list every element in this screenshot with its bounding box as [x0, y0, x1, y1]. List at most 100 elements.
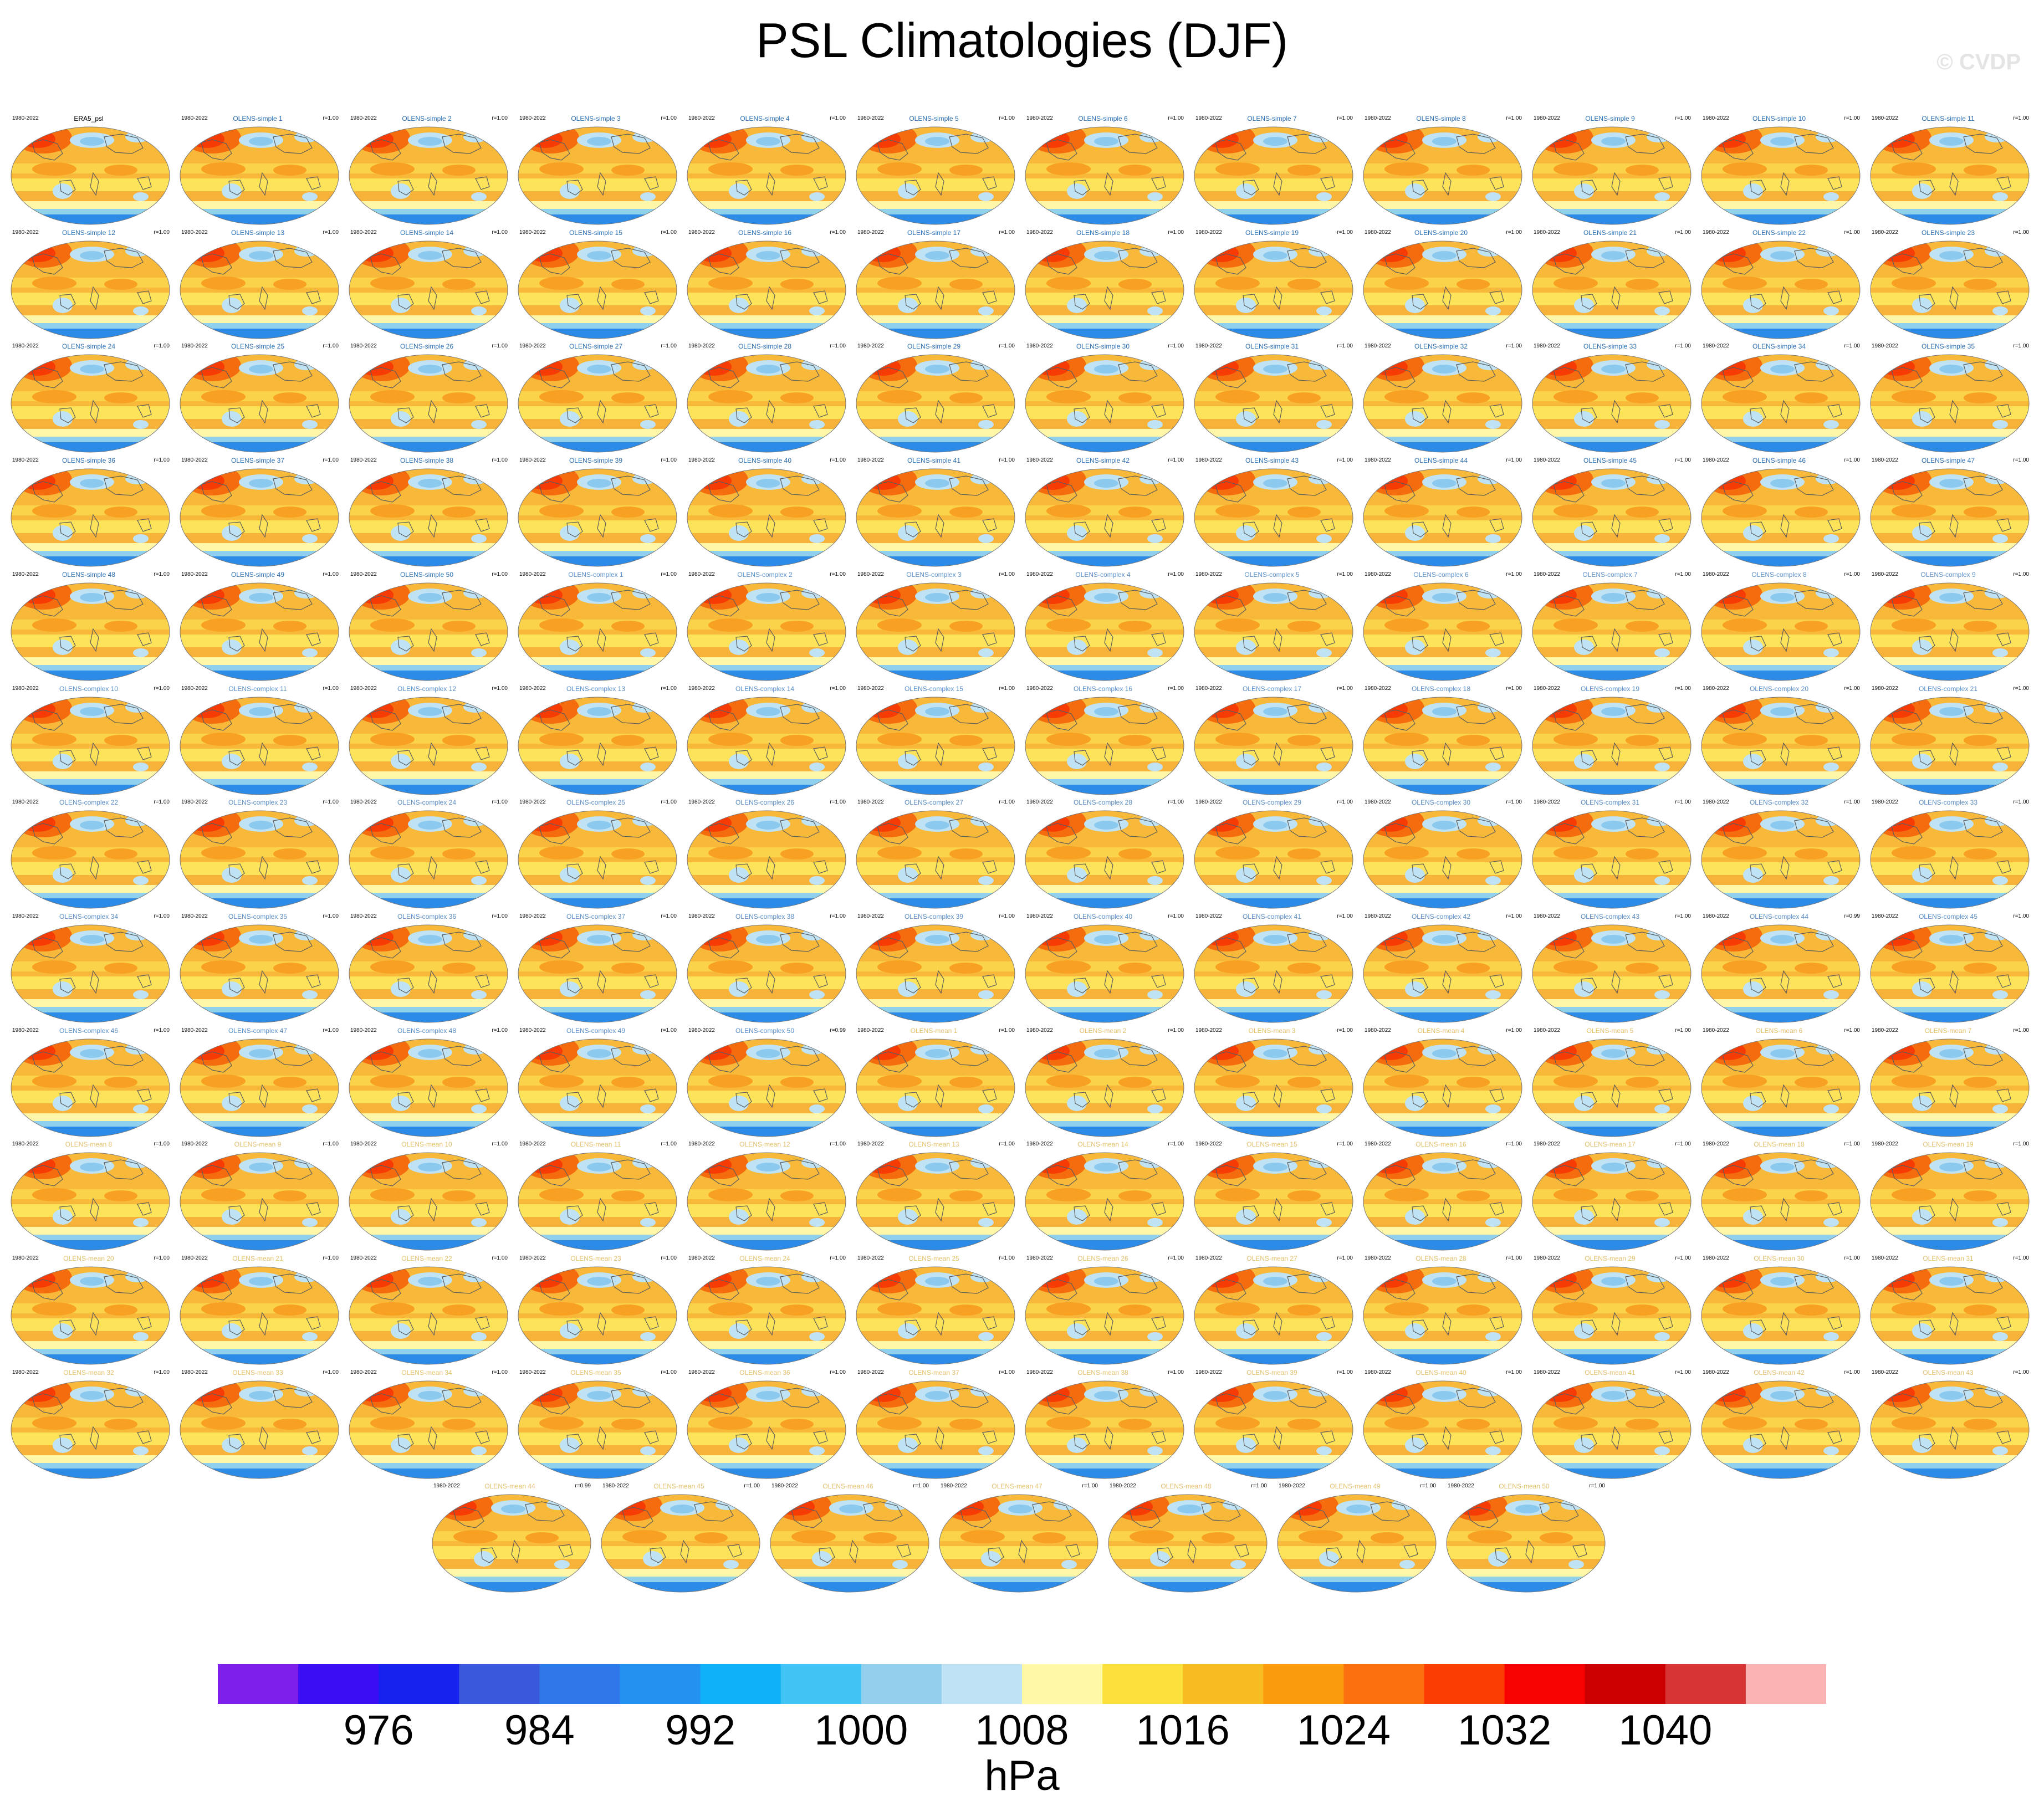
- panel-title: OLENS-mean 32: [63, 1368, 114, 1377]
- map-panel: 1980-2022 OLENS-mean 35 r=1.00: [513, 1368, 679, 1481]
- panel-date-range: 1980-2022: [181, 685, 208, 692]
- psl-map: [1025, 468, 1184, 567]
- panel-pattern-correlation: r=1.00: [830, 115, 846, 121]
- panel-date-range: 1980-2022: [1872, 913, 1898, 919]
- panel-pattern-correlation: r=1.00: [661, 799, 677, 806]
- panel-pattern-correlation: r=1.00: [1506, 343, 1522, 350]
- psl-map: [11, 582, 170, 681]
- psl-map: [1870, 126, 2030, 225]
- map-panel: 1980-2022 OLENS-simple 29 r=1.00: [851, 341, 1017, 455]
- panel-title: OLENS-mean 50: [1499, 1482, 1550, 1491]
- map-panel: 1980-2022 ERA5_psl: [6, 114, 172, 227]
- panel-pattern-correlation: r=1.00: [830, 457, 846, 464]
- map-panel: 1980-2022 OLENS-mean 2 r=1.00: [1020, 1026, 1186, 1139]
- panel-date-range: 1980-2022: [181, 913, 208, 919]
- panel-date-range: 1980-2022: [857, 1141, 884, 1148]
- panel-date-range: 1980-2022: [350, 1369, 377, 1375]
- map-panel: 1980-2022 OLENS-mean 20 r=1.00: [6, 1254, 172, 1367]
- psl-map: [1870, 697, 2030, 795]
- panel-date-range: 1980-2022: [1534, 115, 1560, 121]
- map-panel: 1980-2022 OLENS-simple 41 r=1.00: [851, 456, 1017, 569]
- psl-map: [180, 1380, 339, 1479]
- panel-pattern-correlation: r=1.00: [2013, 1141, 2029, 1148]
- map-panel: 1980-2022 OLENS-mean 4 r=1.00: [1358, 1026, 1524, 1139]
- panel-title: OLENS-mean 7: [1924, 1026, 1972, 1035]
- psl-map: [1363, 582, 1522, 681]
- colorbar-box: [1745, 1664, 1826, 1704]
- panel-title: OLENS-mean 9: [234, 1140, 282, 1149]
- page-title: PSL Climatologies (DJF): [755, 13, 1289, 68]
- panel-date-range: 1980-2022: [1534, 1027, 1560, 1034]
- panel-title: OLENS-complex 25: [566, 799, 626, 807]
- psl-map: [687, 241, 846, 339]
- panel-date-range: 1980-2022: [1365, 1255, 1391, 1261]
- map-panel: 1980-2022 OLENS-complex 26 r=1.00: [682, 797, 848, 911]
- panel-title: OLENS-simple 40: [738, 457, 792, 465]
- colorbar: [218, 1664, 1826, 1704]
- panel-date-range: 1980-2022: [1026, 1141, 1053, 1148]
- panel-date-range: 1980-2022: [519, 1027, 546, 1034]
- panel-title: OLENS-simple 14: [400, 228, 454, 237]
- map-panel: 1980-2022 OLENS-mean 26 r=1.00: [1020, 1254, 1186, 1367]
- panel-pattern-correlation: r=1.00: [2013, 343, 2029, 350]
- panel-pattern-correlation: r=1.00: [661, 343, 677, 350]
- psl-map: [1870, 1380, 2030, 1479]
- panel-pattern-correlation: r=1.00: [1168, 685, 1184, 692]
- map-panel: 1980-2022 OLENS-complex 9 r=1.00: [1865, 570, 2031, 683]
- map-panel: 1980-2022 OLENS-complex 21 r=1.00: [1865, 684, 2031, 797]
- map-panel: 1980-2022 OLENS-simple 12 r=1.00: [6, 228, 172, 341]
- panel-date-range: 1980-2022: [181, 457, 208, 464]
- psl-map: [1701, 582, 1861, 681]
- psl-map: [11, 810, 170, 909]
- panel-pattern-correlation: r=1.00: [830, 1141, 846, 1148]
- map-panel: 1980-2022 OLENS-mean 11 r=1.00: [513, 1139, 679, 1253]
- panel-date-range: 1980-2022: [1026, 457, 1053, 464]
- map-panel: 1980-2022 OLENS-complex 43 r=1.00: [1527, 912, 1693, 1025]
- panel-title: OLENS-complex 24: [397, 799, 457, 807]
- panel-date-range: 1980-2022: [857, 1369, 884, 1375]
- psl-map: [1701, 810, 1861, 909]
- map-panel: 1980-2022 OLENS-mean 43 r=1.00: [1865, 1368, 2031, 1481]
- psl-map: [1025, 354, 1184, 453]
- psl-map: [11, 241, 170, 339]
- panel-date-range: 1980-2022: [1365, 685, 1391, 692]
- panel-title: OLENS-simple 22: [1752, 228, 1806, 237]
- map-panel: 1980-2022 OLENS-complex 11 r=1.00: [175, 684, 341, 797]
- panel-title: OLENS-complex 16: [1073, 684, 1133, 693]
- psl-map: [518, 810, 677, 909]
- panel-pattern-correlation: r=1.00: [1506, 1141, 1522, 1148]
- panel-pattern-correlation: r=1.00: [323, 1141, 339, 1148]
- map-panel: 1980-2022 OLENS-mean 49 r=1.00: [1272, 1481, 1438, 1595]
- map-panel: 1980-2022 OLENS-mean 34 r=1.00: [344, 1368, 510, 1481]
- panel-pattern-correlation: r=1.00: [1337, 1027, 1353, 1034]
- panel-title: OLENS-simple 19: [1245, 228, 1299, 237]
- map-panel: 1980-2022 OLENS-complex 47 r=1.00: [175, 1026, 341, 1139]
- panel-title: OLENS-complex 15: [904, 684, 964, 693]
- watermark: © CVDP: [1936, 50, 2021, 74]
- psl-map: [1363, 924, 1522, 1023]
- panel-date-range: 1980-2022: [12, 1369, 39, 1375]
- panel-date-range: 1980-2022: [1703, 571, 1729, 577]
- panel-pattern-correlation: r=1.00: [913, 1483, 929, 1490]
- panel-title: OLENS-complex 17: [1242, 684, 1302, 693]
- panel-date-range: 1980-2022: [1872, 457, 1898, 464]
- panel-date-range: 1980-2022: [1365, 229, 1391, 236]
- panel-date-range: 1980-2022: [181, 1027, 208, 1034]
- panel-title: OLENS-simple 27: [569, 342, 623, 351]
- psl-map: [349, 1152, 508, 1251]
- panel-title: OLENS-simple 39: [569, 457, 623, 465]
- psl-map: [1194, 354, 1353, 453]
- psl-map: [1870, 924, 2030, 1023]
- map-panel: 1980-2022 OLENS-simple 37 r=1.00: [175, 456, 341, 569]
- psl-map: [1701, 1152, 1861, 1251]
- psl-map: [349, 924, 508, 1023]
- map-panel: 1980-2022 OLENS-simple 9 r=1.00: [1527, 114, 1693, 227]
- panel-date-range: 1980-2022: [1448, 1483, 1474, 1490]
- panel-title: OLENS-mean 29: [1585, 1255, 1636, 1262]
- psl-map: [1194, 1152, 1353, 1251]
- panel-date-range: 1980-2022: [1026, 1027, 1053, 1034]
- panel-date-range: 1980-2022: [519, 799, 546, 806]
- panel-date-range: 1980-2022: [1872, 1255, 1898, 1261]
- map-panel: 1980-2022 OLENS-mean 42 r=1.00: [1696, 1368, 1862, 1481]
- panel-date-range: 1980-2022: [857, 571, 884, 577]
